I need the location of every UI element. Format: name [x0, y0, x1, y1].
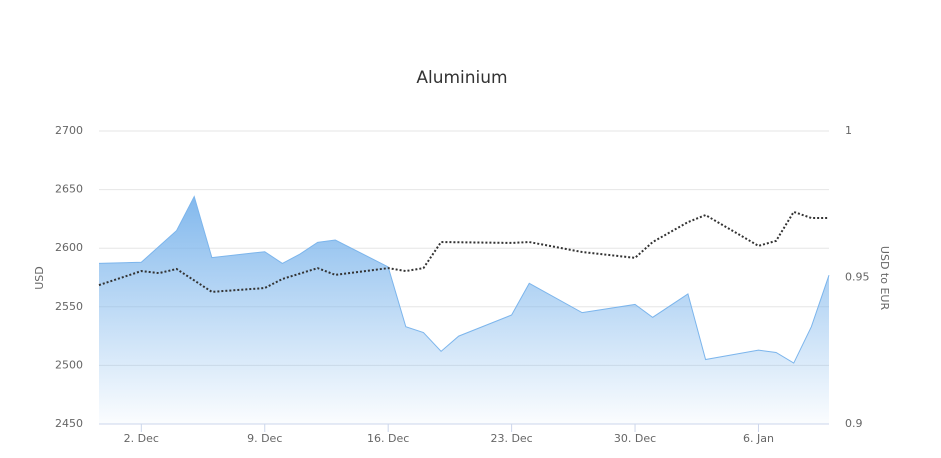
area-line: [98, 195, 830, 364]
y2-tick-label: 0.95: [845, 271, 870, 284]
y2-tick-label: 0.9: [845, 417, 863, 430]
x-tick-label: 9. Dec: [247, 432, 282, 445]
x-tick-label: 16. Dec: [367, 432, 409, 445]
y-tick-label: 2600: [55, 241, 83, 254]
y-tick-label: 2700: [55, 124, 83, 137]
x-tick-label: 30. Dec: [614, 432, 656, 445]
y-tick-label: 2500: [55, 358, 83, 371]
x-tick-label: 2. Dec: [124, 432, 159, 445]
y2-axis-title: USD to EUR: [878, 246, 891, 311]
x-tick-label: 6. Jan: [743, 432, 774, 445]
y-tick-label: 2550: [55, 300, 83, 313]
chart-title: Aluminium: [416, 68, 507, 88]
area-fill: [99, 196, 829, 424]
x-tick-label: 23. Dec: [490, 432, 532, 445]
y-tick-label: 2650: [55, 183, 83, 196]
y2-tick-label: 1: [845, 124, 852, 137]
y-tick-label: 2450: [55, 417, 83, 430]
y-axis-title: USD: [33, 266, 46, 290]
